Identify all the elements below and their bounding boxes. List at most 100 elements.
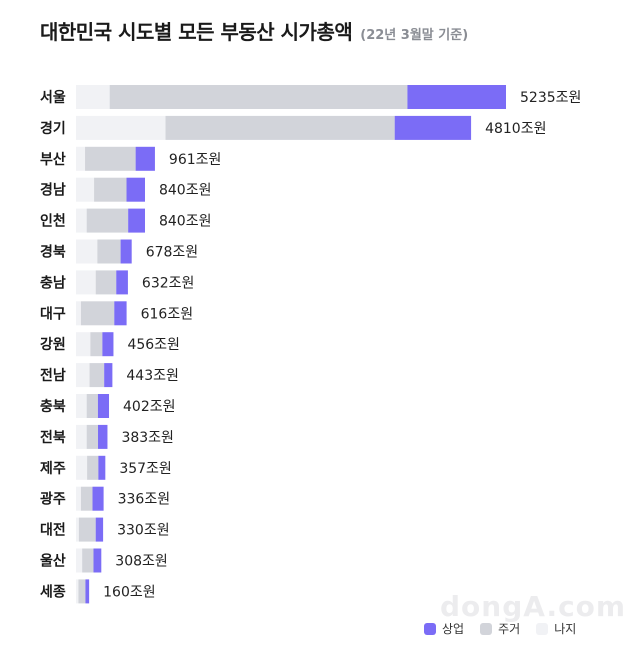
bar-segment-land [76, 208, 87, 233]
bar-segment-residential [95, 270, 117, 295]
legend-label-residential: 주거 [498, 622, 521, 636]
bar-segment-land [76, 177, 95, 202]
title-block: 대한민국 시도별 모든 부동산 시가총액 (22년 3월말 기준) [40, 16, 468, 45]
bar-segment-land [76, 455, 88, 480]
value-label: 840조원 [159, 183, 211, 199]
bar-segment-commercial [394, 115, 472, 140]
category-label: 충남 [40, 274, 66, 291]
chart-subtitle: (22년 3월말 기준) [360, 28, 469, 43]
bar-segment-land [76, 548, 83, 573]
value-label: 5235조원 [520, 90, 581, 106]
legend-item-land: 나지 [536, 620, 576, 637]
value-label: 840조원 [159, 214, 211, 230]
category-label: 제주 [40, 461, 66, 477]
legend: 상업 주거 나지 [424, 620, 576, 637]
value-label: 357조원 [119, 461, 171, 477]
bar-segment-land [76, 85, 110, 109]
bar-segment-commercial [114, 301, 127, 326]
bar-segment-residential [85, 146, 136, 171]
bar-segment-residential [80, 301, 115, 326]
bar-segment-residential [86, 424, 99, 449]
bar-segment-land [76, 517, 79, 542]
value-label: 456조원 [127, 337, 179, 353]
bar-segment-commercial [126, 177, 145, 202]
category-label: 서울 [40, 89, 66, 106]
bar-segment-land [76, 394, 87, 418]
bar-segment-land [76, 115, 166, 140]
category-label: 부산 [40, 151, 66, 168]
bar-segment-land [76, 239, 98, 264]
bar-segment-residential [86, 208, 129, 233]
watermark-logo: dongA.com [440, 590, 627, 623]
legend-item-residential: 주거 [480, 620, 520, 637]
bar-segment-land [76, 486, 81, 511]
legend-item-commercial: 상업 [424, 620, 464, 637]
legend-label-land: 나지 [554, 622, 577, 636]
bar-segment-commercial [98, 424, 108, 449]
bar-segment-land [76, 424, 87, 449]
value-label: 678조원 [146, 245, 198, 261]
bar-segment-commercial [102, 332, 114, 357]
value-label: 383조원 [121, 430, 173, 446]
bar-segment-residential [90, 332, 103, 357]
bar-segment-residential [97, 239, 121, 264]
bar-segment-residential [78, 579, 86, 604]
bar-segment-commercial [135, 146, 155, 171]
category-label: 경기 [40, 120, 66, 137]
bar-segment-commercial [97, 394, 110, 418]
category-label: 대구 [40, 306, 66, 322]
bar-segment-commercial [116, 270, 128, 295]
bar-segment-commercial [93, 548, 102, 573]
bar-segment-commercial [85, 579, 90, 604]
category-label: 인천 [40, 213, 66, 230]
value-label: 402조원 [123, 399, 175, 415]
bar-segment-residential [80, 486, 93, 511]
value-label: 616조원 [141, 306, 193, 322]
legend-label-commercial: 상업 [442, 622, 465, 636]
value-label: 160조원 [103, 584, 155, 600]
category-label: 대전 [40, 522, 66, 539]
bar-segment-commercial [104, 363, 113, 388]
category-label: 전북 [40, 429, 66, 446]
category-label: 세종 [40, 584, 66, 600]
category-label: 경북 [40, 244, 66, 261]
value-label: 330조원 [117, 523, 169, 539]
bar-segment-commercial [92, 486, 104, 511]
bar-segment-residential [78, 517, 96, 542]
legend-swatch-land [536, 622, 549, 635]
bar-segment-commercial [128, 208, 145, 233]
category-label: 울산 [40, 553, 66, 570]
bar-segment-residential [89, 363, 105, 388]
value-label: 336조원 [118, 492, 170, 508]
value-label: 632조원 [142, 275, 194, 291]
legend-swatch-residential [480, 622, 493, 635]
bar-segment-residential [86, 394, 98, 418]
value-label: 443조원 [126, 368, 178, 384]
legend-swatch-commercial [424, 622, 436, 635]
bar-segment-residential [82, 548, 94, 573]
bar-segment-land [76, 270, 96, 295]
bar-segment-commercial [98, 455, 106, 480]
value-label: 308조원 [115, 554, 167, 570]
category-label: 전남 [40, 367, 66, 384]
bar-segment-residential [87, 455, 99, 480]
bar-segment-land [76, 363, 90, 388]
chart-title: 대한민국 시도별 모든 부동산 시가총액 [40, 20, 353, 44]
bar-segment-land [76, 579, 79, 604]
bar-segment-land [76, 332, 91, 357]
bar-segment-land [76, 146, 86, 171]
value-label: 4810조원 [485, 121, 546, 137]
category-label: 충북 [40, 399, 66, 415]
category-label: 강원 [40, 336, 66, 353]
bar-segment-residential [94, 177, 127, 202]
category-label: 광주 [40, 491, 66, 508]
bar-segment-residential [165, 115, 395, 140]
bar-segment-commercial [95, 517, 104, 542]
bar-segment-residential [109, 85, 408, 109]
bar-segment-commercial [120, 239, 132, 264]
bar-segment-land [76, 301, 81, 326]
category-label: 경남 [40, 182, 66, 199]
bar-segment-commercial [407, 85, 506, 109]
value-label: 961조원 [169, 152, 221, 168]
